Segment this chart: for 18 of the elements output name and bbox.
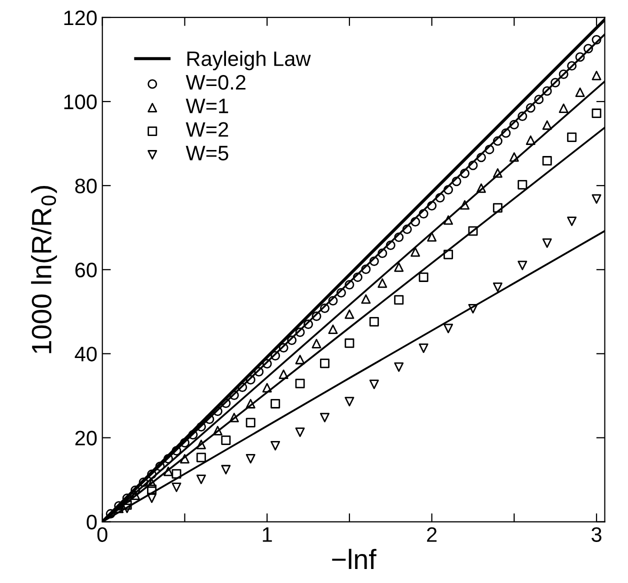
y-axis-title: 1000 ln(R/R$_{0}$) bbox=[31, 186, 57, 354]
y-tick-label: 40 bbox=[74, 346, 97, 362]
legend-label: Rayleigh Law bbox=[187, 50, 311, 70]
y-tick-label: 60 bbox=[75, 262, 97, 278]
y-tick-label: 100 bbox=[64, 94, 97, 110]
x-tick-label: 1 bbox=[262, 527, 272, 542]
legend-label: W=5 bbox=[186, 146, 228, 160]
x-tick-label: 0 bbox=[97, 527, 108, 542]
legend-label: W=0.2 bbox=[186, 74, 246, 90]
y-tick-label: 0 bbox=[86, 514, 97, 530]
legend-label: W=1 bbox=[186, 98, 228, 114]
y-tick-label: 20 bbox=[75, 430, 97, 446]
y-tick-label: 120 bbox=[64, 10, 97, 26]
y-tick-label: 80 bbox=[75, 178, 97, 194]
x-axis-title: −lnf bbox=[332, 548, 376, 569]
x-tick-label: 2 bbox=[427, 527, 437, 542]
legend-label: W=2 bbox=[186, 122, 228, 137]
x-tick-label: 3 bbox=[592, 527, 602, 542]
